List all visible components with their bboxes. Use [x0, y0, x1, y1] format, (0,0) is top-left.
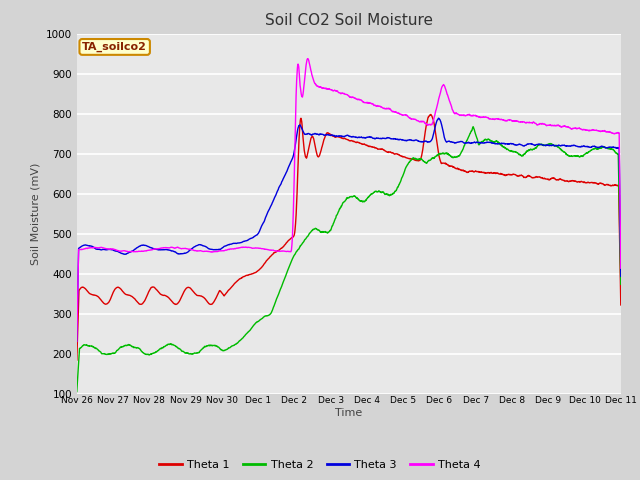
- Theta 4: [73, 339, 81, 345]
- Line: Theta 3: Theta 3: [77, 118, 621, 341]
- Theta 1: [73, 357, 81, 363]
- Y-axis label: Soil Moisture (mV): Soil Moisture (mV): [30, 162, 40, 265]
- Title: Soil CO2 Soil Moisture: Soil CO2 Soil Moisture: [265, 13, 433, 28]
- Theta 1: [607, 182, 614, 188]
- Theta 3: [617, 274, 625, 279]
- Theta 3: [73, 338, 81, 344]
- Theta 1: [617, 302, 625, 308]
- X-axis label: Time: Time: [335, 408, 362, 418]
- Theta 3: [607, 144, 614, 150]
- Theta 3: [435, 115, 442, 121]
- Theta 2: [282, 274, 289, 279]
- Theta 2: [617, 281, 625, 287]
- Theta 4: [607, 129, 614, 135]
- Line: Theta 1: Theta 1: [77, 114, 621, 360]
- Theta 2: [305, 231, 313, 237]
- Theta 3: [282, 171, 289, 177]
- Theta 3: [135, 244, 143, 250]
- Theta 1: [135, 300, 143, 306]
- Theta 4: [305, 60, 313, 65]
- Theta 1: [427, 111, 435, 117]
- Legend: Theta 1, Theta 2, Theta 3, Theta 4: Theta 1, Theta 2, Theta 3, Theta 4: [155, 456, 485, 474]
- Theta 1: [548, 175, 556, 181]
- Theta 4: [282, 248, 289, 254]
- Theta 4: [548, 123, 556, 129]
- Theta 3: [548, 143, 556, 148]
- Theta 2: [135, 346, 143, 351]
- Theta 4: [617, 265, 625, 271]
- Theta 2: [607, 146, 614, 152]
- Line: Theta 4: Theta 4: [77, 59, 621, 342]
- Theta 1: [167, 298, 175, 303]
- Theta 2: [73, 389, 81, 395]
- Line: Theta 2: Theta 2: [77, 127, 621, 392]
- Theta 1: [282, 241, 289, 247]
- Theta 4: [167, 244, 175, 250]
- Theta 2: [167, 341, 175, 347]
- Theta 2: [469, 124, 477, 130]
- Theta 4: [304, 56, 312, 61]
- Theta 3: [305, 131, 313, 137]
- Theta 4: [135, 248, 143, 254]
- Theta 3: [167, 248, 175, 253]
- Theta 2: [548, 141, 556, 147]
- Text: TA_soilco2: TA_soilco2: [82, 42, 147, 52]
- Theta 1: [305, 144, 313, 150]
